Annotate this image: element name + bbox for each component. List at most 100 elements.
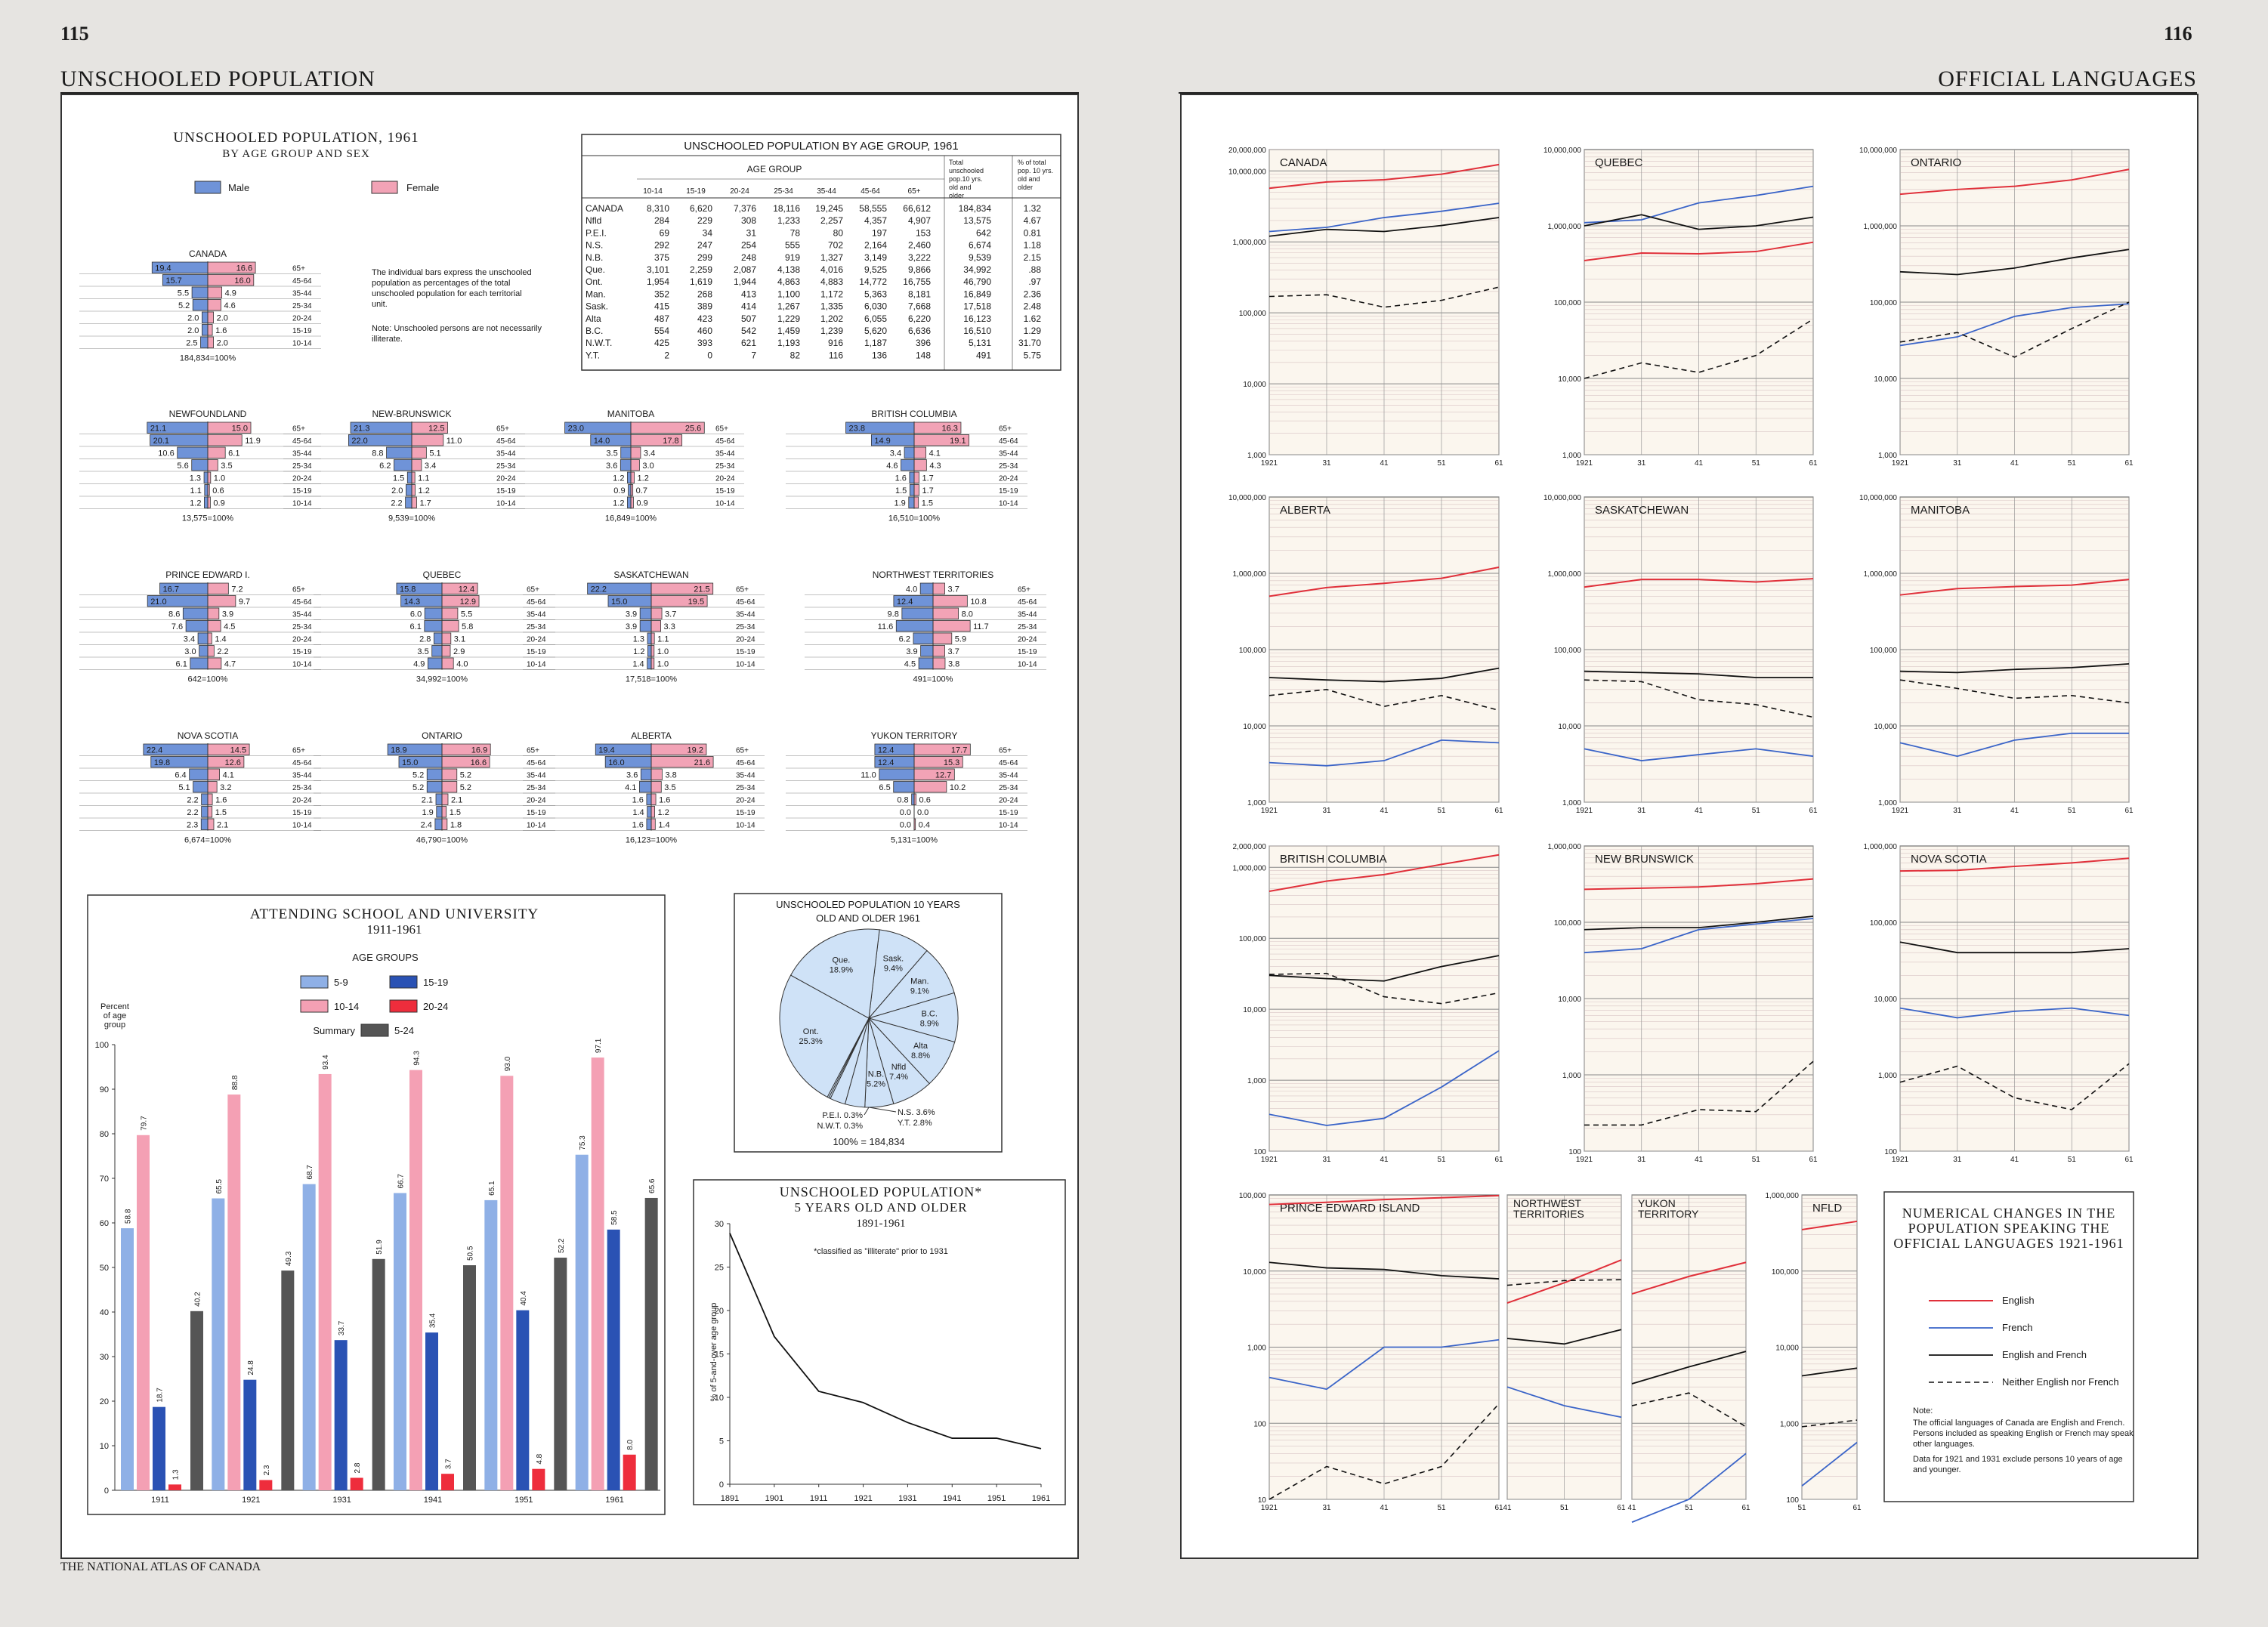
attending-bar-10-14 <box>500 1076 514 1490</box>
pyramid-nova-scotia-female-value: 1.6 <box>215 796 227 805</box>
lang-panel-quebec-ytick-label: 1,000 <box>1562 452 1581 460</box>
lang-panel-manitoba-ytick-label: 1,000 <box>1878 799 1897 807</box>
attending-bar-value: 66.7 <box>397 1174 406 1189</box>
age-table-cell: 7 <box>751 350 756 360</box>
lang-panel-alberta-name: ALBERTA <box>1280 504 1330 517</box>
attending-bar-20-24 <box>168 1484 181 1490</box>
pyramid-newfoundland-male-bar <box>177 446 209 458</box>
lang-panel-quebec-ytick-label: 1,000,000 <box>1548 223 1582 231</box>
pyramid-newfoundland-age-label: 20-24 <box>292 475 312 483</box>
left-title-rule <box>60 92 1079 94</box>
age-table-cell: 919 <box>785 252 800 263</box>
pyramid-ontario-female-value: 16.9 <box>471 746 487 755</box>
age-table-cell: 621 <box>741 338 756 348</box>
attending-bar-5-24 <box>281 1270 295 1490</box>
age-table-cell: 248 <box>741 252 756 263</box>
pyramid-newfoundland-age-label: 65+ <box>292 425 305 434</box>
lang-panel-manitoba-english-line <box>1899 579 2130 596</box>
age-table-cell: 284 <box>654 215 669 226</box>
lang-legend-note-1: The official languages of Canada are Eng… <box>1913 1419 2124 1428</box>
lang-panel-northwest-territories-xtick-label: 51 <box>1560 1504 1569 1512</box>
pyramid-ontario-female-value: 5.2 <box>460 771 471 780</box>
pyramid-british-columbia-female-value: 1.5 <box>922 499 933 508</box>
pyramid-ontario-female-value: 5.2 <box>460 783 471 792</box>
pyramid-yukon-territory-female-value: 17.7 <box>951 746 967 755</box>
attending-legend-label: 15-19 <box>423 977 448 988</box>
attending-ytick-label: 20 <box>100 1397 109 1406</box>
pyramid-new-brunswick-male-value: 2.0 <box>391 486 403 496</box>
pyramid-quebec-male-bar <box>424 620 443 632</box>
pyramid-nova-scotia-male-bar <box>193 781 209 793</box>
attending-bar-value: 58.5 <box>610 1210 619 1225</box>
pyramid-saskatchewan-female-value: 1.0 <box>657 660 669 669</box>
age-table-pct-header: old and <box>1018 175 1040 183</box>
age-table-cell: 542 <box>741 326 756 336</box>
lang-panel-canada-xtick-label: 61 <box>1494 459 1503 468</box>
lang-panel-canada-ytick-label: 10,000,000 <box>1228 168 1266 176</box>
age-table-row-name: Man. <box>586 289 606 299</box>
pie-small-label: P.E.I. 0.3% <box>822 1111 863 1120</box>
lang-panel-nfld-ytick-label: 10,000 <box>1775 1345 1799 1353</box>
attending-bar-value: 75.3 <box>579 1135 587 1150</box>
pyramid-saskatchewan-female-bar <box>650 620 661 632</box>
pyramid-canada-total: 184,834=100% <box>180 354 236 363</box>
lang-panel-quebec-xtick-label: 31 <box>1637 459 1646 468</box>
lang-panel-british-columbia-xtick-label: 1921 <box>1261 1156 1278 1164</box>
age-table-group-header: AGE GROUP <box>747 164 802 174</box>
pyramid-northwest-territories-male-bar <box>895 620 934 632</box>
lang-panel-alberta-ytick-label: 10,000,000 <box>1228 494 1266 502</box>
unschooled-xtick-label: 1961 <box>1032 1494 1050 1503</box>
pyramid-ontario-male-value: 5.2 <box>413 771 424 780</box>
pyramid-newfoundland-female-bar <box>207 471 212 483</box>
pyramid-ontario-male-bar <box>426 768 443 780</box>
pyramid-new-brunswick-female-value: 3.4 <box>425 462 436 471</box>
pyramid-new-brunswick-female-value: 11.0 <box>446 437 462 446</box>
pyramid-quebec-female-value: 12.4 <box>459 585 474 594</box>
age-table-cell: 1,233 <box>777 215 800 226</box>
pyramid-canada-male-bar <box>191 286 209 298</box>
pyramid-british-columbia-female-bar <box>913 484 919 496</box>
pyramid-manitoba-male-value: 3.6 <box>606 462 617 471</box>
unschooled-xtick-label: 1911 <box>810 1494 828 1503</box>
pyramid-new-brunswick-female-bar <box>411 484 416 496</box>
pie-slice-label: Alta <box>913 1042 929 1051</box>
pyramid-yukon-territory-age-label: 65+ <box>999 747 1012 755</box>
pyramid-newfoundland-male-value: 5.6 <box>177 462 188 471</box>
lang-panel-yukon-territory-xtick-label: 51 <box>1685 1504 1694 1512</box>
pyramid-nova-scotia-female-value: 1.5 <box>215 808 227 817</box>
pyramid-prince-edward-i--female-bar <box>207 657 222 669</box>
pyramid-nova-scotia-male-value: 19.8 <box>154 758 170 767</box>
pyramid-british-columbia-female-value: 1.7 <box>922 474 933 483</box>
pyramid-northwest-territories-female-value: 3.7 <box>948 585 959 594</box>
pyramid-nova-scotia-male-bar <box>200 818 209 830</box>
pyramid-ontario-female-value: 1.8 <box>450 821 462 830</box>
pyramid-nova-scotia-male-value: 5.1 <box>178 783 190 792</box>
lang-panel-british-columbia-ytick-label: 1,000 <box>1247 1077 1266 1085</box>
pyramid-quebec-male-bar <box>431 645 443 657</box>
attending-ytick-label: 30 <box>100 1353 109 1362</box>
age-table-cell: 34 <box>703 227 713 238</box>
pyramid-manitoba-male-bar <box>627 471 632 483</box>
pyramid-yukon-territory-male-bar <box>879 768 915 780</box>
attending-bar-20-24 <box>259 1480 273 1490</box>
pie-total-label: 100% = 184,834 <box>833 1136 904 1147</box>
age-table-cell: 555 <box>785 240 800 251</box>
age-table-cell: 6,620 <box>690 203 712 214</box>
pyramid-manitoba-total: 16,849=100% <box>605 514 657 523</box>
pie-title: OLD AND OLDER 1961 <box>816 912 920 924</box>
lang-panel-saskatchewan-english-line <box>1584 578 1814 588</box>
pyramid-canada-female-value: 1.6 <box>215 326 227 335</box>
pyramid-northwest-territories-male-value: 4.0 <box>906 585 917 594</box>
age-table-cell: 3,101 <box>647 264 669 275</box>
pyramid-northwest-territories-male-value: 11.6 <box>878 622 894 631</box>
attending-legend-swatch <box>300 999 329 1013</box>
pyramid-newfoundland-male-value: 20.1 <box>153 437 169 446</box>
lang-panel-quebec-neither-line <box>1584 318 1814 379</box>
pyramid-canada-male-value: 5.2 <box>178 301 190 310</box>
unschooled-xtick-label: 1951 <box>987 1494 1006 1503</box>
pie-frame <box>734 893 1003 1153</box>
pyramid-prince-edward-i--male-value: 6.1 <box>176 660 187 669</box>
pyramid-ontario-age-label: 10-14 <box>527 822 546 830</box>
lang-panel-canada-both-line <box>1268 217 1500 237</box>
pyramid-alberta-female-bar <box>650 818 656 830</box>
